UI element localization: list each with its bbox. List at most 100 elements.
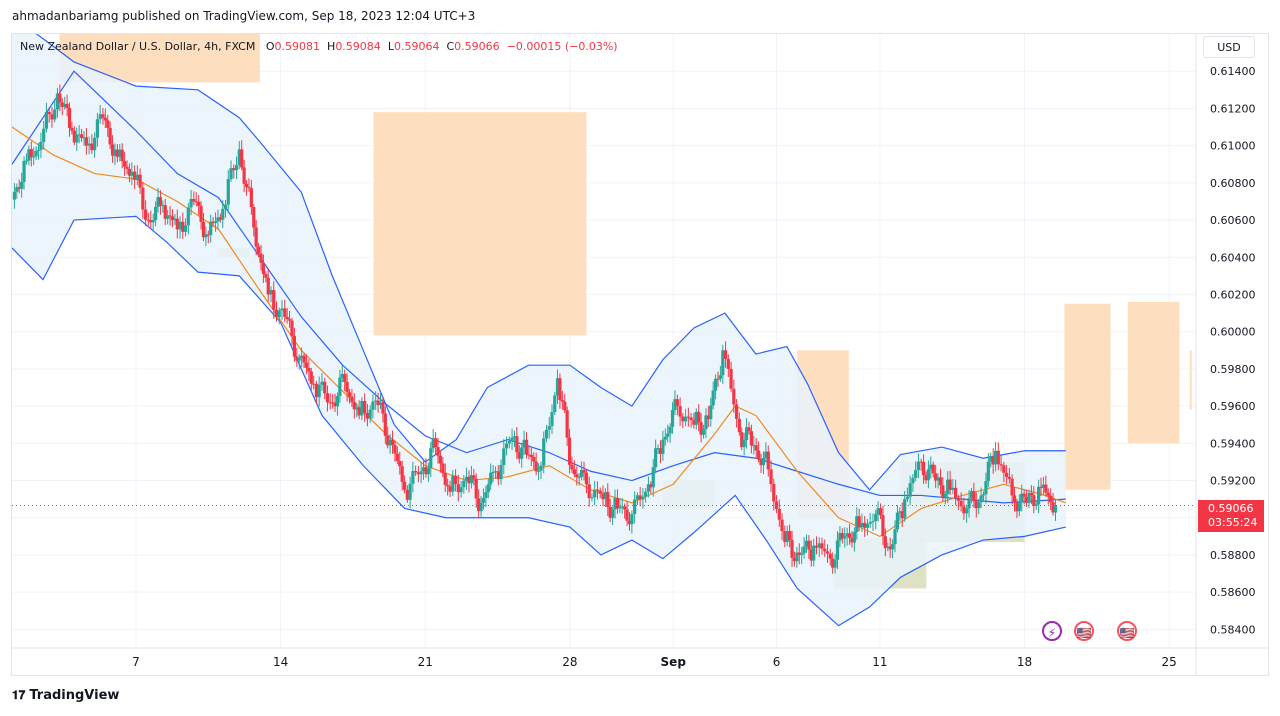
candle-body	[395, 453, 399, 462]
candle-body	[991, 456, 995, 465]
candle-body	[761, 457, 766, 466]
candle-body	[565, 410, 569, 438]
candle-body	[618, 506, 622, 509]
candle-body	[651, 467, 655, 488]
candle-body	[783, 531, 787, 542]
candle-body	[792, 557, 797, 562]
candle-body	[479, 502, 483, 512]
candle-body	[47, 111, 51, 115]
candle-body	[264, 273, 268, 278]
candle-body	[98, 114, 102, 120]
candle-body	[221, 208, 225, 220]
y-axis-tick-label: 0.60400	[1210, 251, 1256, 264]
candle-body	[785, 531, 789, 542]
candle-body	[938, 477, 943, 486]
candle-body	[625, 509, 629, 521]
candle-body	[272, 290, 276, 310]
x-axis-tick-label: 28	[562, 655, 577, 669]
candle-body	[871, 520, 875, 523]
candle-body	[831, 558, 835, 568]
y-axis-tick-label: 0.59200	[1210, 475, 1256, 488]
candle-body	[400, 466, 404, 482]
candle-body	[865, 523, 870, 528]
chart-frame[interactable]	[11, 33, 1269, 676]
currency-button[interactable]: USD	[1203, 36, 1255, 58]
candle-body	[542, 438, 546, 466]
candle-body	[893, 529, 897, 545]
candle-body	[234, 165, 239, 171]
candle-body	[544, 429, 549, 439]
candle-body	[199, 205, 203, 222]
candle-body	[206, 234, 210, 236]
candle-body	[135, 174, 139, 180]
candle-body	[668, 426, 672, 434]
legend-symbol: New Zealand Dollar / U.S. Dollar, 4h, FX…	[20, 40, 256, 53]
candle-body	[283, 308, 287, 317]
candle-body	[108, 127, 112, 145]
legend-close-label: C	[446, 40, 455, 53]
candle-body	[1032, 495, 1036, 506]
us-flag-event-icon[interactable]: 🇺🇸	[1117, 621, 1137, 641]
plot-area[interactable]	[12, 15, 1196, 648]
candle-body	[242, 167, 246, 184]
candle-body	[986, 461, 990, 482]
candle-body	[515, 436, 519, 453]
candle-body	[438, 455, 443, 464]
legend-open: 0.59081	[274, 40, 321, 53]
candle-body	[1022, 493, 1026, 497]
candle-body	[570, 464, 574, 470]
candle-body	[209, 221, 213, 235]
candle-body	[416, 472, 420, 475]
y-axis-tick-label: 0.59800	[1210, 363, 1256, 376]
candle-body	[173, 218, 177, 221]
candle-body	[419, 471, 423, 475]
candle-body	[587, 484, 591, 499]
candle-body	[295, 356, 299, 361]
candle-body	[692, 420, 696, 425]
candle-body	[39, 141, 43, 150]
candle-body	[29, 149, 33, 158]
y-axis-tick-label: 0.58400	[1210, 623, 1256, 636]
candle-body	[713, 378, 718, 391]
candle-body	[550, 412, 554, 427]
candle-body	[17, 187, 21, 189]
candle-body	[888, 546, 892, 550]
candle-body	[868, 522, 872, 524]
candle-body	[259, 253, 263, 263]
candle-body	[297, 357, 301, 361]
candle-body	[149, 220, 153, 223]
supply-zone	[1189, 350, 1192, 410]
lightning-event-icon[interactable]: ⚡	[1042, 621, 1062, 641]
candle-body	[477, 498, 481, 512]
candle-body	[984, 481, 988, 495]
candle-body	[42, 128, 46, 142]
candle-body	[855, 516, 859, 533]
candle-body	[603, 492, 607, 500]
candle-body	[754, 445, 758, 451]
us-flag-event-icon[interactable]: 🇺🇸	[1074, 621, 1094, 641]
candle-body	[464, 476, 469, 481]
candle-body	[863, 522, 867, 528]
candle-body	[130, 171, 134, 176]
candle-body	[168, 215, 172, 217]
candle-body	[223, 204, 228, 209]
candle-body	[769, 469, 773, 485]
tradingview-footer[interactable]: 𝟏𝟕 TradingView	[12, 688, 119, 703]
candle-body	[916, 461, 921, 471]
candle-body	[125, 166, 129, 169]
candle-body	[895, 512, 900, 530]
candle-body	[323, 381, 327, 394]
candle-body	[890, 544, 895, 550]
candle-body	[582, 470, 586, 473]
candle-body	[115, 149, 119, 157]
candle-body	[446, 484, 450, 487]
candle-body	[27, 149, 31, 161]
candle-body	[790, 540, 794, 558]
candle-body	[151, 219, 155, 223]
candle-body	[484, 492, 488, 498]
candle-body	[852, 532, 856, 543]
candle-body	[996, 450, 1000, 465]
candle-body	[244, 183, 249, 188]
candle-body	[451, 475, 455, 492]
